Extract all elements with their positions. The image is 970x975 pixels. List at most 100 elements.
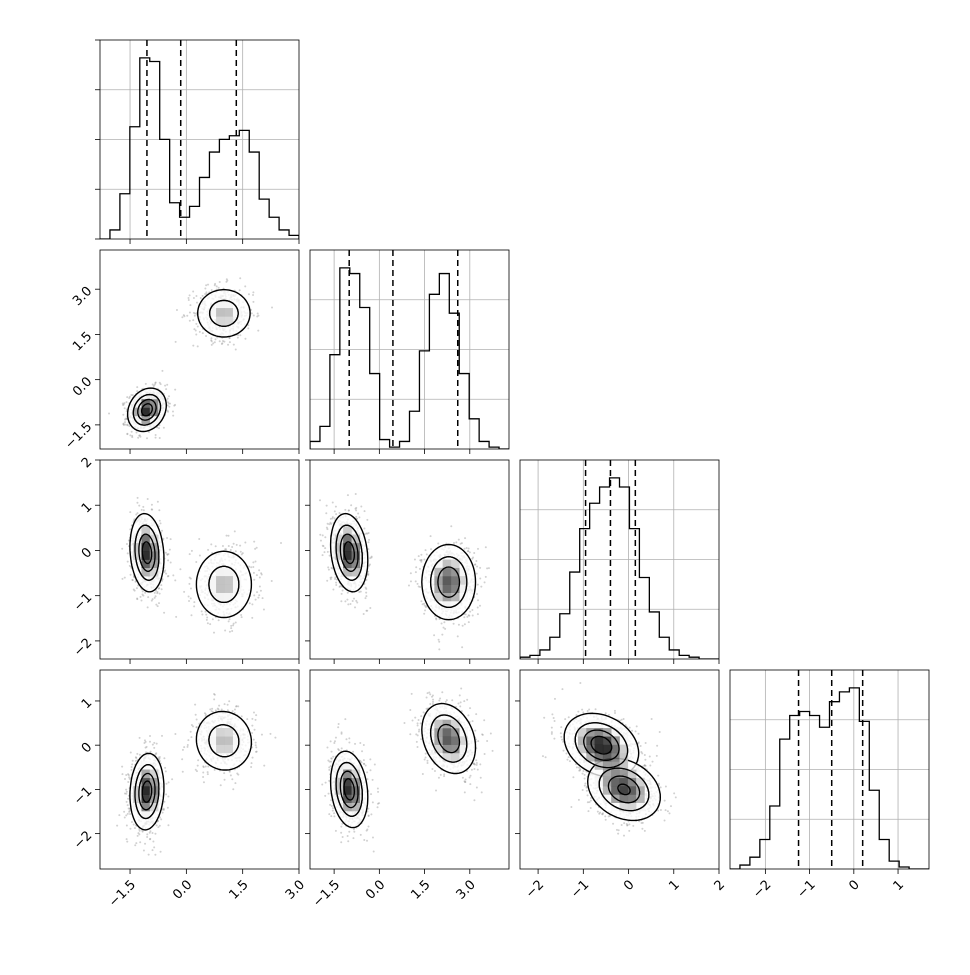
sample-point [200, 297, 202, 299]
sample-point [253, 739, 255, 741]
sample-point [140, 600, 142, 602]
sample-point [162, 538, 164, 540]
sample-point [358, 591, 360, 593]
sample-point [237, 337, 239, 339]
sample-point [162, 812, 164, 814]
sample-point [209, 708, 211, 710]
sample-point [368, 539, 370, 541]
sample-point [122, 414, 124, 416]
sample-point [163, 427, 165, 429]
sample-point [188, 600, 190, 602]
sample-point [212, 342, 214, 344]
sample-point [134, 590, 136, 592]
sample-point [174, 733, 176, 735]
sample-point [244, 541, 246, 543]
sample-point [183, 746, 185, 748]
sample-point [161, 588, 163, 590]
sample-point [165, 573, 167, 575]
sample-point [173, 405, 175, 407]
sample-point [260, 590, 262, 592]
sample-point [250, 566, 252, 568]
sample-point [253, 315, 255, 317]
sample-point [191, 550, 193, 552]
sample-point [226, 278, 228, 280]
sample-point [218, 705, 220, 707]
sample-point [187, 746, 189, 748]
sample-point [160, 818, 162, 820]
sample-point [154, 854, 156, 856]
sample-point [206, 619, 208, 621]
sample-point [142, 594, 144, 596]
sample-point [187, 739, 189, 741]
sample-point [159, 520, 161, 522]
sample-point [158, 427, 160, 429]
sample-point [322, 554, 324, 556]
sample-point [189, 311, 191, 313]
sample-point [126, 543, 128, 545]
sample-point [354, 606, 356, 608]
sample-point [219, 340, 221, 342]
sample-point [152, 841, 154, 843]
density-core-cell [224, 584, 233, 593]
sample-point [132, 579, 134, 581]
sample-point [192, 319, 194, 321]
sample-point [205, 335, 207, 337]
sample-point [170, 538, 172, 540]
sample-point [159, 593, 161, 595]
sample-point [257, 315, 259, 317]
sample-point [127, 561, 129, 563]
sample-point [239, 289, 241, 291]
sample-point [154, 833, 156, 835]
sample-point [190, 736, 192, 738]
density-core-cell [216, 736, 225, 745]
sample-point [146, 437, 148, 439]
sample-point [256, 574, 258, 576]
sample-point [136, 386, 138, 388]
sample-point [146, 833, 148, 835]
sample-point [174, 389, 176, 391]
sample-point [131, 455, 133, 457]
sample-point [234, 530, 236, 532]
sample-point [124, 421, 126, 423]
marginal-panel-0 [95, 40, 299, 244]
sample-point [211, 340, 213, 342]
sample-point [137, 437, 139, 439]
sample-point [358, 516, 360, 518]
sample-point [129, 528, 131, 530]
sample-point [187, 744, 189, 746]
sample-point [334, 517, 336, 519]
sample-point [239, 334, 241, 336]
sample-point [202, 295, 204, 297]
sample-point [360, 505, 362, 507]
sample-point [183, 591, 185, 593]
sample-point [136, 753, 138, 755]
sample-point [146, 746, 148, 748]
histogram-steps [730, 688, 929, 869]
sample-point [271, 580, 273, 582]
sample-point [144, 843, 146, 845]
histogram-steps [310, 268, 509, 449]
marginal-panel-1 [310, 250, 509, 454]
sample-point [366, 610, 368, 612]
sample-point [249, 602, 251, 604]
sample-point [334, 578, 336, 580]
sample-point [165, 552, 167, 554]
sample-point [207, 771, 209, 773]
sample-point [118, 814, 120, 816]
sample-point [196, 726, 198, 728]
sample-point [214, 769, 216, 771]
sample-point [194, 315, 196, 317]
sample-point [121, 548, 123, 550]
sample-point [116, 825, 118, 827]
sample-point [160, 851, 162, 853]
sample-point [129, 511, 131, 513]
sample-point [166, 537, 168, 539]
sample-point [147, 606, 149, 608]
sample-point [355, 493, 357, 495]
density-core-cell [224, 745, 233, 754]
sample-point [167, 559, 169, 561]
sample-point [352, 600, 354, 602]
sample-point [213, 698, 215, 700]
sample-point [125, 814, 127, 816]
sample-point [207, 773, 209, 775]
